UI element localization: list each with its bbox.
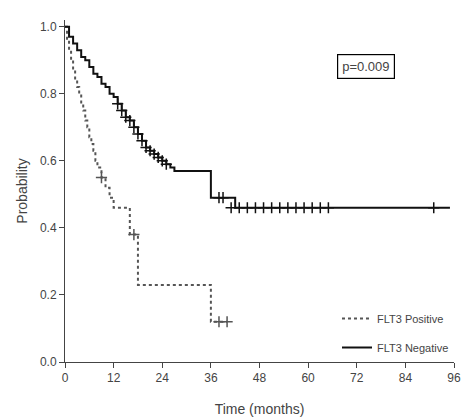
svg-text:Time (months): Time (months) — [215, 401, 305, 417]
svg-text:36: 36 — [204, 371, 218, 385]
svg-text:12: 12 — [107, 371, 121, 385]
svg-text:0.6: 0.6 — [40, 154, 57, 168]
svg-text:96: 96 — [447, 371, 461, 385]
svg-text:0.0: 0.0 — [40, 355, 57, 369]
svg-text:p=0.009: p=0.009 — [342, 59, 389, 74]
svg-text:48: 48 — [253, 371, 267, 385]
svg-text:24: 24 — [156, 371, 170, 385]
svg-text:72: 72 — [350, 371, 364, 385]
svg-text:0.2: 0.2 — [40, 288, 57, 302]
svg-text:1.0: 1.0 — [40, 20, 57, 34]
svg-text:FLT3 Negative: FLT3 Negative — [377, 342, 448, 354]
svg-text:Probability: Probability — [14, 158, 30, 223]
svg-text:84: 84 — [399, 371, 413, 385]
svg-text:FLT3 Positive: FLT3 Positive — [377, 313, 443, 325]
svg-text:0: 0 — [62, 371, 69, 385]
svg-text:0.4: 0.4 — [40, 221, 57, 235]
svg-text:60: 60 — [301, 371, 315, 385]
svg-text:0.8: 0.8 — [40, 87, 57, 101]
